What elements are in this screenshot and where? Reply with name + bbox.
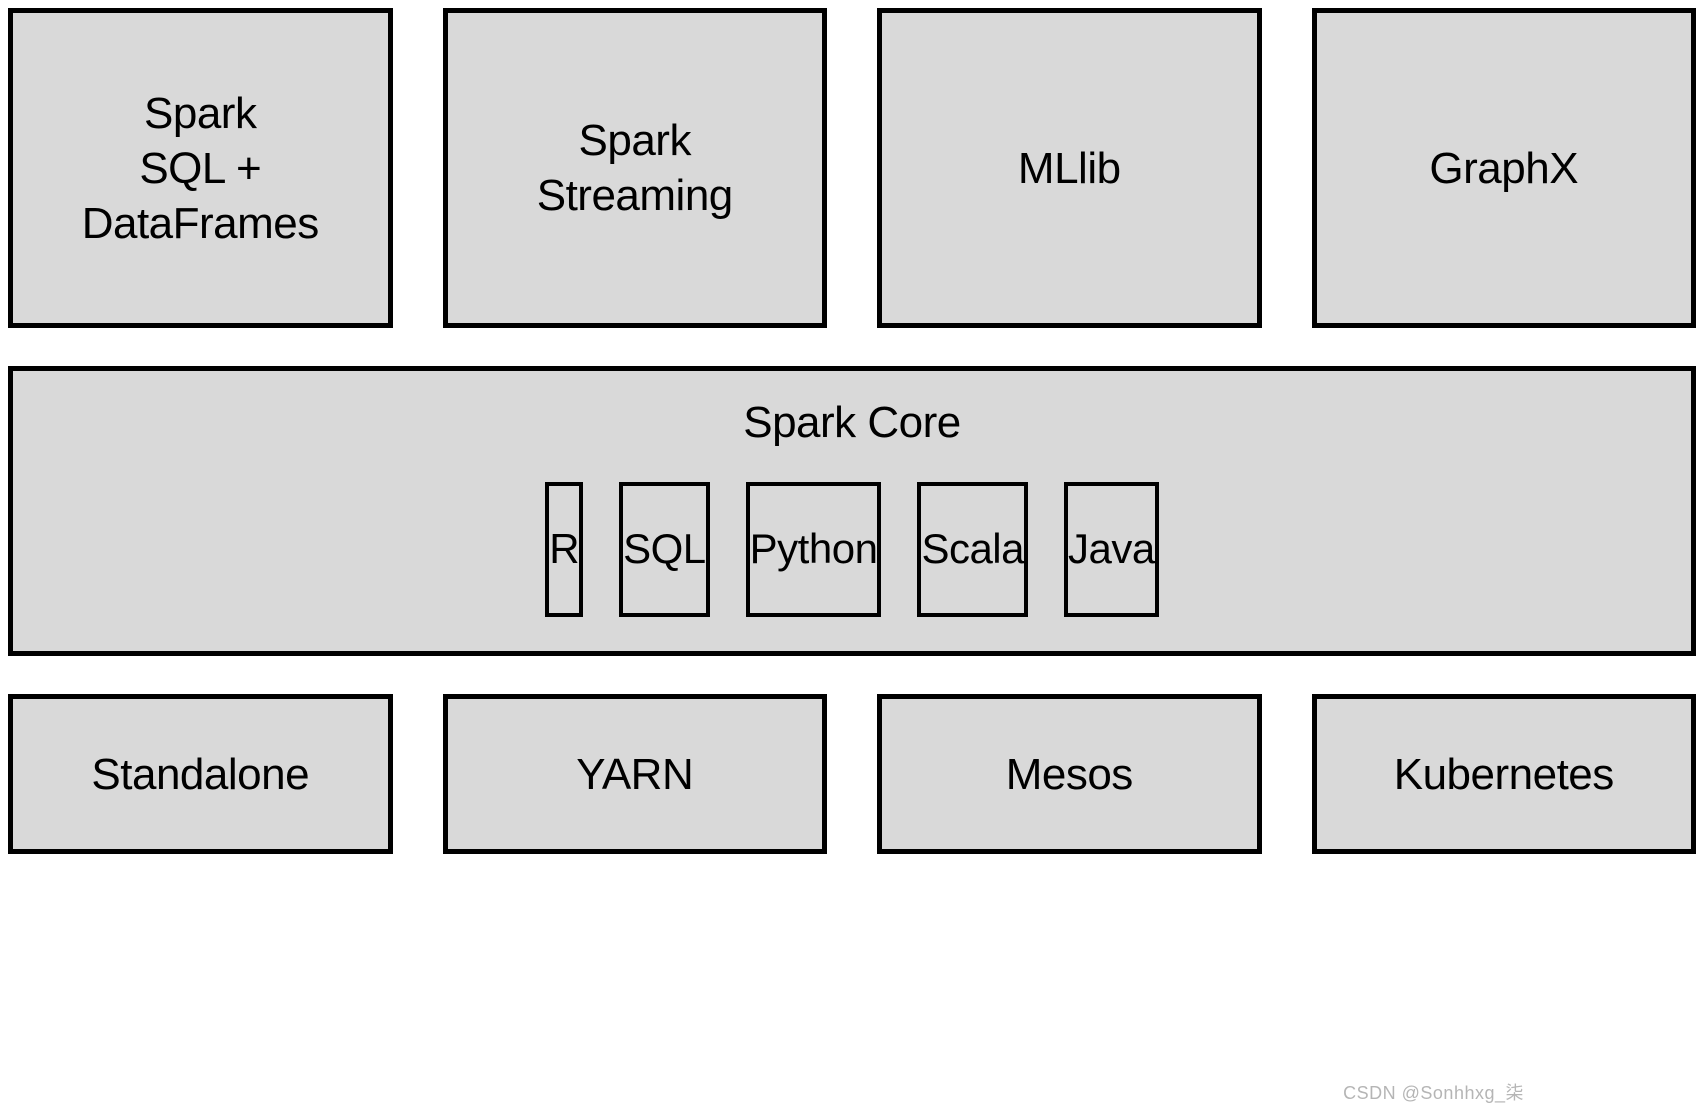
lang-label: Python	[750, 523, 878, 576]
lang-box-r: R	[545, 482, 583, 617]
box-label: SparkStreaming	[537, 113, 733, 223]
watermark-text: CSDN @Sonhhxg_柒	[1343, 1079, 1524, 1105]
box-graphx: GraphX	[1312, 8, 1697, 328]
bottom-row: Standalone YARN Mesos Kubernetes	[8, 694, 1696, 854]
languages-row: R SQL Python Scala Java	[545, 482, 1158, 617]
box-label: MLlib	[1018, 141, 1121, 196]
box-label: YARN	[576, 747, 693, 802]
box-label: Standalone	[91, 747, 309, 802]
box-yarn: YARN	[443, 694, 828, 854]
lang-label: Scala	[921, 523, 1024, 576]
core-title: Spark Core	[743, 395, 961, 450]
box-label: Kubernetes	[1394, 747, 1614, 802]
box-mllib: MLlib	[877, 8, 1262, 328]
lang-box-java: Java	[1064, 482, 1159, 617]
box-label: Mesos	[1006, 747, 1133, 802]
lang-box-python: Python	[746, 482, 882, 617]
box-spark-sql-dataframes: SparkSQL +DataFrames	[8, 8, 393, 328]
box-spark-streaming: SparkStreaming	[443, 8, 828, 328]
box-kubernetes: Kubernetes	[1312, 694, 1697, 854]
box-label: GraphX	[1429, 141, 1578, 196]
lang-label: Java	[1068, 523, 1155, 576]
spark-architecture-diagram: SparkSQL +DataFrames SparkStreaming MLli…	[8, 8, 1696, 854]
box-standalone: Standalone	[8, 694, 393, 854]
box-mesos: Mesos	[877, 694, 1262, 854]
core-row: Spark Core R SQL Python Scala Java	[8, 366, 1696, 656]
lang-box-scala: Scala	[917, 482, 1028, 617]
lang-box-sql: SQL	[619, 482, 710, 617]
lang-label: R	[549, 523, 579, 576]
lang-label: SQL	[623, 523, 706, 576]
top-row: SparkSQL +DataFrames SparkStreaming MLli…	[8, 8, 1696, 328]
box-label: SparkSQL +DataFrames	[82, 86, 319, 251]
box-spark-core: Spark Core R SQL Python Scala Java	[8, 366, 1696, 656]
